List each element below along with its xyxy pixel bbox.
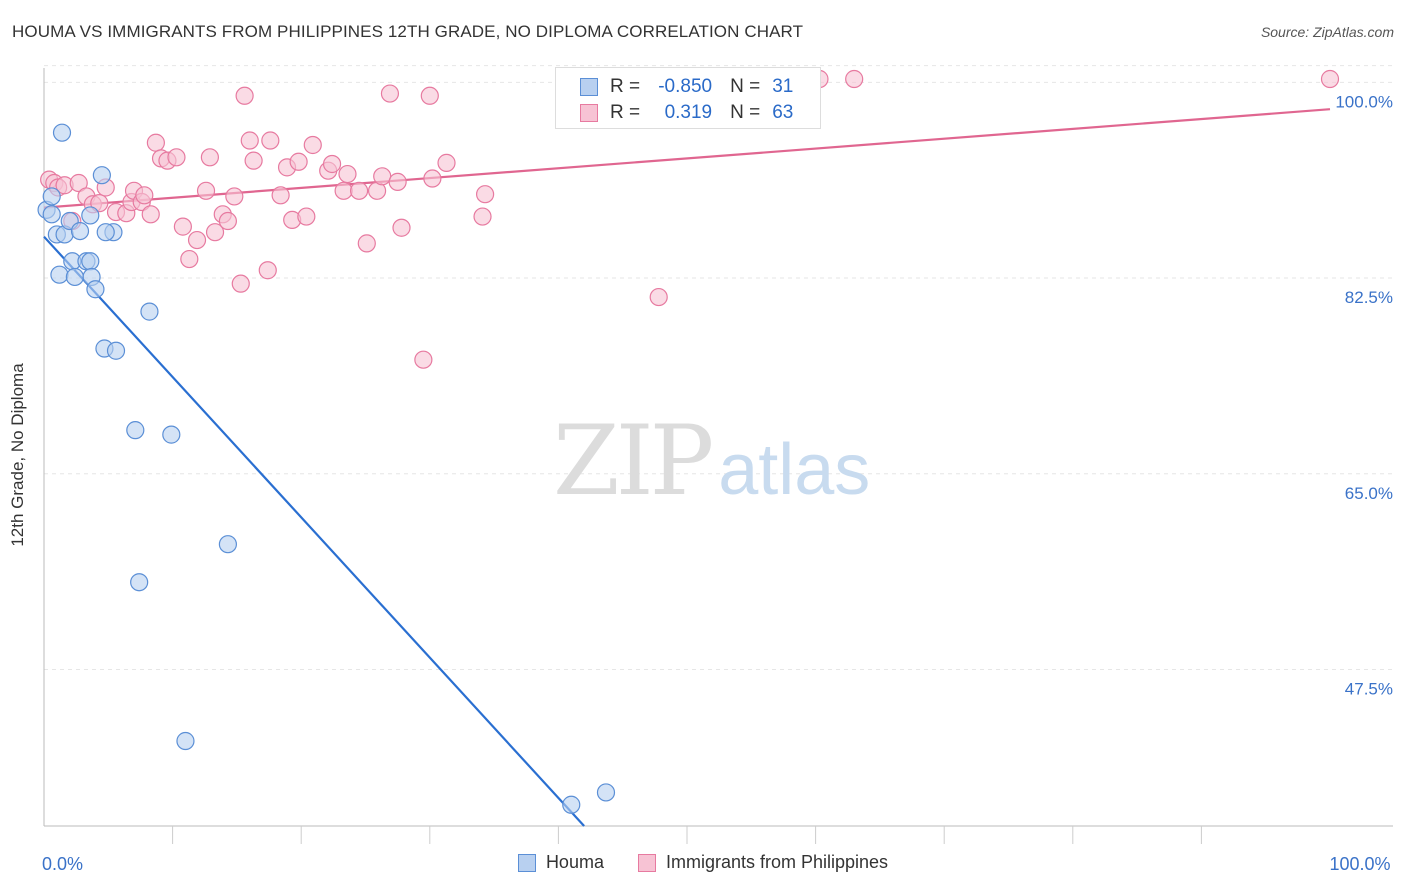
philippines-point: [240, 131, 259, 150]
philippines-point: [373, 167, 392, 186]
houma-point: [81, 252, 100, 271]
houma-legend-swatch: [517, 853, 536, 872]
x-tick-label: 100.0%: [1329, 854, 1390, 874]
houma-point: [162, 425, 181, 444]
houma-point: [96, 223, 115, 242]
philippines-point: [271, 186, 290, 205]
houma-point: [42, 187, 61, 206]
philippines-point: [303, 135, 322, 155]
r-label: R =: [610, 102, 641, 123]
houma-point: [126, 421, 145, 440]
y-tick-label: 100.0%: [1335, 92, 1393, 111]
y-tick-label: 47.5%: [1345, 679, 1393, 698]
philippines-point: [1320, 69, 1340, 89]
philippines-point: [205, 223, 225, 242]
stats-legend-box: R = -0.850 N = 31 R = 0.319 N = 63: [555, 67, 821, 129]
philippines-point: [69, 173, 88, 193]
philippines-point: [146, 133, 165, 152]
philippines-point: [414, 350, 433, 369]
houma-point: [140, 302, 159, 321]
stats-row-philippines: R = 0.319 N = 63: [580, 100, 793, 126]
houma-point: [70, 221, 90, 241]
philippines-point: [649, 287, 668, 307]
philippines-point: [244, 151, 263, 170]
bottom-legend: Houma Immigrants from Philippines: [0, 852, 1406, 873]
philippines-point: [135, 186, 154, 205]
houma-n-value: 31: [772, 76, 794, 97]
houma-r-value: -0.850: [658, 76, 713, 97]
philippines-legend-swatch: [637, 853, 656, 872]
y-axis-label: 12th Grade, No Diploma: [8, 363, 27, 547]
houma-point: [92, 166, 111, 185]
houma-point: [106, 341, 126, 360]
philippines-point: [289, 152, 308, 171]
philippines-point: [473, 207, 492, 226]
houma-swatch: [580, 78, 598, 96]
philippines-point: [173, 217, 192, 236]
philippines-point: [231, 274, 250, 293]
philippines-swatch: [580, 104, 598, 122]
philippines-trend-line: [43, 108, 1331, 209]
houma-trend-line: [43, 235, 585, 827]
r-label: R =: [610, 76, 641, 97]
series-houma-points: [37, 123, 616, 814]
chart-title: HOUMA VS IMMIGRANTS FROM PHILIPPINES 12T…: [12, 22, 804, 41]
philippines-point: [225, 187, 244, 206]
philippines-point: [423, 169, 442, 188]
philippines-point: [196, 181, 216, 200]
y-tick-label: 65.0%: [1345, 484, 1393, 503]
philippines-point: [258, 261, 277, 280]
philippines-point: [218, 211, 237, 231]
philippines-point: [187, 230, 207, 250]
houma-point: [130, 573, 149, 592]
houma-point: [52, 123, 72, 142]
philippines-point: [297, 207, 316, 226]
x-tick-label: 0.0%: [42, 854, 83, 874]
philippines-point: [141, 205, 160, 224]
philippines-point: [349, 181, 369, 200]
philippines-point: [261, 131, 280, 150]
houma-point: [42, 205, 61, 224]
houma-legend-label: Houma: [545, 852, 604, 872]
series-philippines-points: [40, 69, 1340, 369]
philippines-point: [392, 218, 411, 237]
philippines-point: [334, 181, 353, 200]
philippines-legend-label: Immigrants from Philippines: [665, 852, 889, 872]
philippines-point: [200, 148, 219, 167]
philippines-point: [845, 69, 864, 89]
philippines-point: [338, 164, 357, 184]
philippines-point: [180, 249, 199, 269]
phil-r-value: 0.319: [664, 102, 713, 123]
y-tick-label: 82.5%: [1345, 288, 1393, 307]
philippines-point: [235, 86, 254, 105]
stats-row-houma: R = -0.850 N = 31: [580, 74, 793, 100]
houma-point: [218, 535, 237, 554]
tick-labels: 100.0% 82.5% 65.0% 47.5% 0.0% 100.0%: [42, 92, 1393, 874]
houma-point: [65, 267, 84, 287]
philippines-point: [90, 194, 109, 213]
houma-point: [81, 206, 100, 225]
source-credit: Source: ZipAtlas.com: [1260, 24, 1394, 40]
trend-lines: [43, 108, 1331, 827]
houma-point: [50, 265, 69, 284]
legend-item-philippines[interactable]: Immigrants from Philippines: [637, 852, 889, 873]
philippines-point: [167, 148, 186, 167]
houma-point: [596, 783, 616, 802]
phil-n-value: 63: [772, 102, 794, 123]
houma-point: [562, 795, 581, 814]
n-label: N =: [730, 102, 761, 123]
houma-point: [86, 280, 105, 299]
houma-point: [176, 731, 195, 751]
philippines-point: [437, 153, 456, 172]
philippines-point: [322, 154, 342, 174]
philippines-point: [420, 86, 439, 105]
legend-item-houma[interactable]: Houma: [517, 852, 604, 873]
n-label: N =: [730, 76, 761, 97]
philippines-point: [388, 172, 407, 191]
philippines-point: [357, 234, 376, 253]
philippines-point: [475, 185, 495, 204]
philippines-point: [380, 84, 400, 103]
